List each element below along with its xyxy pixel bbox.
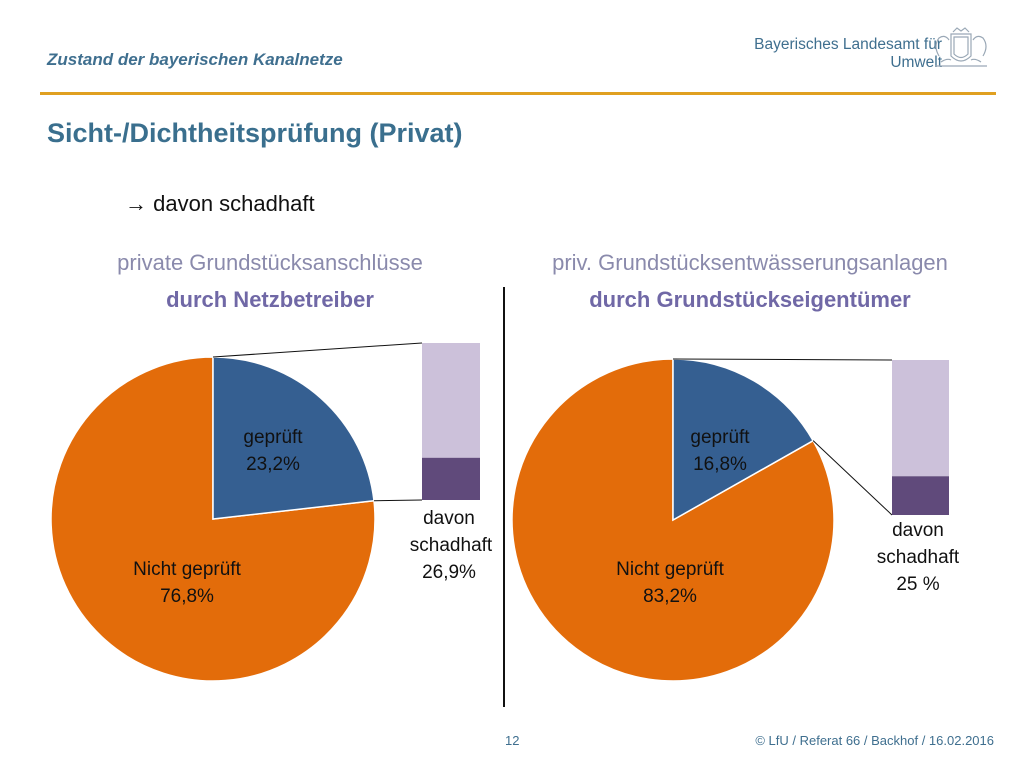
chart-1-label-tested-name: geprüft — [243, 427, 303, 448]
chart-2-bar-label-line1: davon — [892, 520, 944, 541]
chart-2-connector-bottom — [812, 440, 893, 516]
chart-1-label-not-tested-value: 76,8% — [160, 586, 214, 607]
header-divider — [40, 92, 996, 95]
chart-2-label-tested-name: geprüft — [690, 427, 750, 448]
organization-name: Bayerisches Landesamt für Umwelt — [754, 36, 942, 72]
chart-1-bar-damaged — [422, 457, 480, 500]
page-title: Sicht-/Dichtheitsprüfung (Privat) — [47, 118, 463, 148]
charts-divider — [503, 287, 505, 707]
chart-1: geprüft 23,2% Nicht geprüft 76,8% davon … — [50, 342, 493, 682]
chart-1-bar-label-line1: davon — [423, 508, 475, 529]
chart-1-bar-label-line3: 26,9% — [422, 562, 476, 583]
chart-2-subtitle-line2: durch Grundstückseigentümer — [589, 287, 911, 312]
chart-2-bar-damaged — [892, 476, 949, 515]
bavarian-crest-logo — [935, 27, 987, 67]
chart-2-bar-label-line2: schadhaft — [877, 547, 960, 568]
chart-2: geprüft 16,8% Nicht geprüft 83,2% davon … — [511, 358, 960, 682]
chart-2-bar-label-line3: 25 % — [896, 574, 939, 595]
chart-1-label-not-tested-name: Nicht geprüft — [133, 559, 241, 580]
chart-2-connector-top — [672, 358, 893, 361]
chart-2-label-tested-value: 16,8% — [693, 454, 747, 475]
header-title: Zustand der bayerischen Kanalnetze — [47, 50, 343, 69]
footer-copyright: © LfU / Referat 66 / Backhof / 16.02.201… — [755, 733, 994, 748]
chart-2-bar-not-damaged — [892, 360, 949, 477]
bullet-point: → davon schadhaft — [125, 191, 315, 216]
chart-1-bar-label-line2: schadhaft — [410, 535, 493, 556]
chart-1-label-tested-value: 23,2% — [246, 454, 300, 475]
chart-2-label-not-tested-name: Nicht geprüft — [616, 559, 724, 580]
chart-1-subtitle-line1: private Grundstücksanschlüsse — [117, 250, 423, 275]
chart-1-connector-top — [212, 342, 423, 358]
chart-2-label-not-tested-value: 83,2% — [643, 586, 697, 607]
organization-name-line1: Bayerisches Landesamt für — [754, 36, 942, 53]
chart-2-subtitle-line1: priv. Grundstücksentwässerungsanlagen — [552, 250, 948, 275]
page-number: 12 — [505, 733, 520, 748]
chart-1-slice-tested — [212, 356, 375, 520]
chart-2-slice-tested — [672, 358, 815, 522]
organization-name-line2: Umwelt — [890, 54, 942, 71]
chart-1-connector-bottom — [373, 499, 423, 502]
chart-1-bar-not-damaged — [422, 343, 480, 458]
chart-1-subtitle-line2: durch Netzbetreiber — [166, 287, 374, 312]
